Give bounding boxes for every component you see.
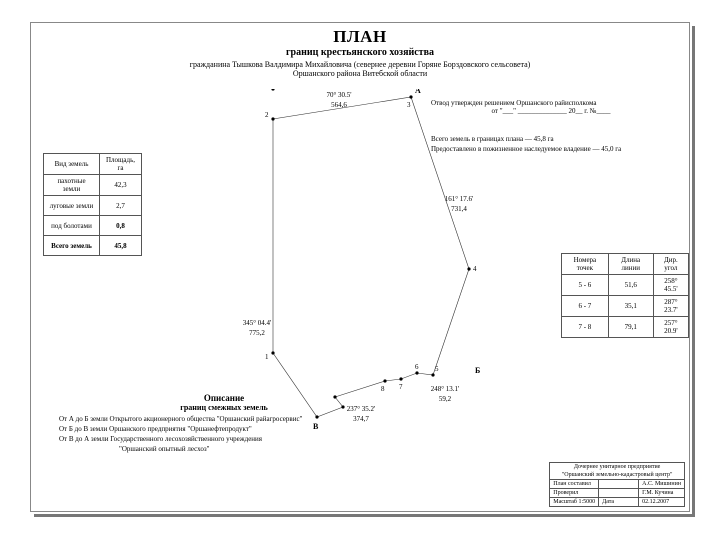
stamp-r2a: Проверил: [550, 489, 599, 498]
coord-h2: Длина линии: [608, 254, 653, 275]
dim-45b: 59,2: [439, 395, 452, 403]
dim-34a: 161° 17.6': [445, 195, 474, 203]
land-r4c2: 45,8: [100, 236, 142, 256]
vn2: 2: [265, 111, 269, 119]
land-h1: Вид земель: [44, 154, 100, 175]
stamp-r3b: Дата: [599, 498, 639, 507]
vn7: 7: [399, 383, 403, 391]
stamp-r2c: Г.М. Кучина: [639, 489, 685, 498]
header-line-3: гражданина Тышкова Валдимира Михайловича…: [31, 60, 689, 69]
dim-81a: 345° 04.4': [243, 319, 272, 327]
vertex: [431, 373, 434, 376]
vn6: 6: [415, 363, 419, 371]
vertex: [341, 405, 344, 408]
dim-78a: 237° 35.2': [347, 405, 376, 413]
coord-r2b: 35,1: [608, 296, 653, 317]
vertex: [315, 415, 318, 418]
vn4: 4: [473, 265, 477, 273]
land-r1c2: 42,3: [100, 175, 142, 196]
stamp-table: Дочернее унитарное предприятие "Оршански…: [549, 462, 685, 507]
vn5: 5: [435, 365, 439, 373]
stamp-head2: "Оршанский земельно-кадастровый центр": [550, 471, 685, 480]
dim-34b: 731,4: [451, 205, 467, 213]
corner-A: А: [415, 89, 421, 95]
land-r2c2: 2,7: [100, 196, 142, 216]
corner-V: В: [313, 422, 319, 431]
subtitle: границ крестьянского хозяйства: [31, 47, 689, 58]
coord-r3c: 257° 20.9': [653, 317, 688, 338]
vn8: 8: [381, 385, 385, 393]
stamp-r2b: [599, 489, 639, 498]
stamp-r3a: Масштаб 1:5000: [550, 498, 599, 507]
land-r2c1: луговые земли: [44, 196, 100, 216]
parcel-outline: [273, 97, 469, 417]
land-r4c1: Всего земель: [44, 236, 100, 256]
vn1: 1: [265, 353, 269, 361]
coord-r2c: 287° 23.7': [653, 296, 688, 317]
vertex: [409, 95, 412, 98]
vertex: [383, 379, 386, 382]
title: ПЛАН: [31, 27, 689, 47]
stamp-head1: Дочернее унитарное предприятие: [550, 463, 685, 472]
header-line-4: Оршанского района Витебской области: [31, 69, 689, 78]
stamp-r3c: 02.12.2007: [639, 498, 685, 507]
stamp-r1b: [599, 480, 639, 489]
dim-78b: 374,7: [353, 415, 369, 423]
coord-r3b: 79,1: [608, 317, 653, 338]
dim-45a: 248° 13.1': [431, 385, 460, 393]
coord-h3: Дир. угол: [653, 254, 688, 275]
vertex: [415, 371, 418, 374]
coord-r1b: 51,6: [608, 275, 653, 296]
vertex: [271, 351, 274, 354]
dim-23a: 70° 30.5': [326, 91, 351, 99]
vertex: [467, 267, 470, 270]
land-table: Вид земель Площадь, га пахотные земли42,…: [43, 153, 142, 256]
dim-81b: 775,2: [249, 329, 265, 337]
vertex: [333, 395, 336, 398]
corner-B: Б: [475, 366, 480, 375]
stamp-r1a: План составил: [550, 480, 599, 489]
land-r3c2: 0,8: [100, 216, 142, 236]
land-r1c1: пахотные земли: [44, 175, 100, 196]
land-r3c1: под болотами: [44, 216, 100, 236]
dim-23b: 564,6: [331, 101, 347, 109]
document-page: ПЛАН границ крестьянского хозяйства граж…: [30, 22, 690, 512]
vertex-2: [271, 89, 274, 91]
coord-r1c: 258° 45.5': [653, 275, 688, 296]
vertex: [399, 377, 402, 380]
land-h2: Площадь, га: [100, 154, 142, 175]
parcel-plot: 70° 30.5' 564,6 161° 17.6' 731,4 248° 13…: [211, 89, 581, 449]
vn3: 3: [407, 101, 411, 109]
stamp-r1c: А.С. Мишинин: [639, 480, 685, 489]
vertex: [271, 117, 274, 120]
